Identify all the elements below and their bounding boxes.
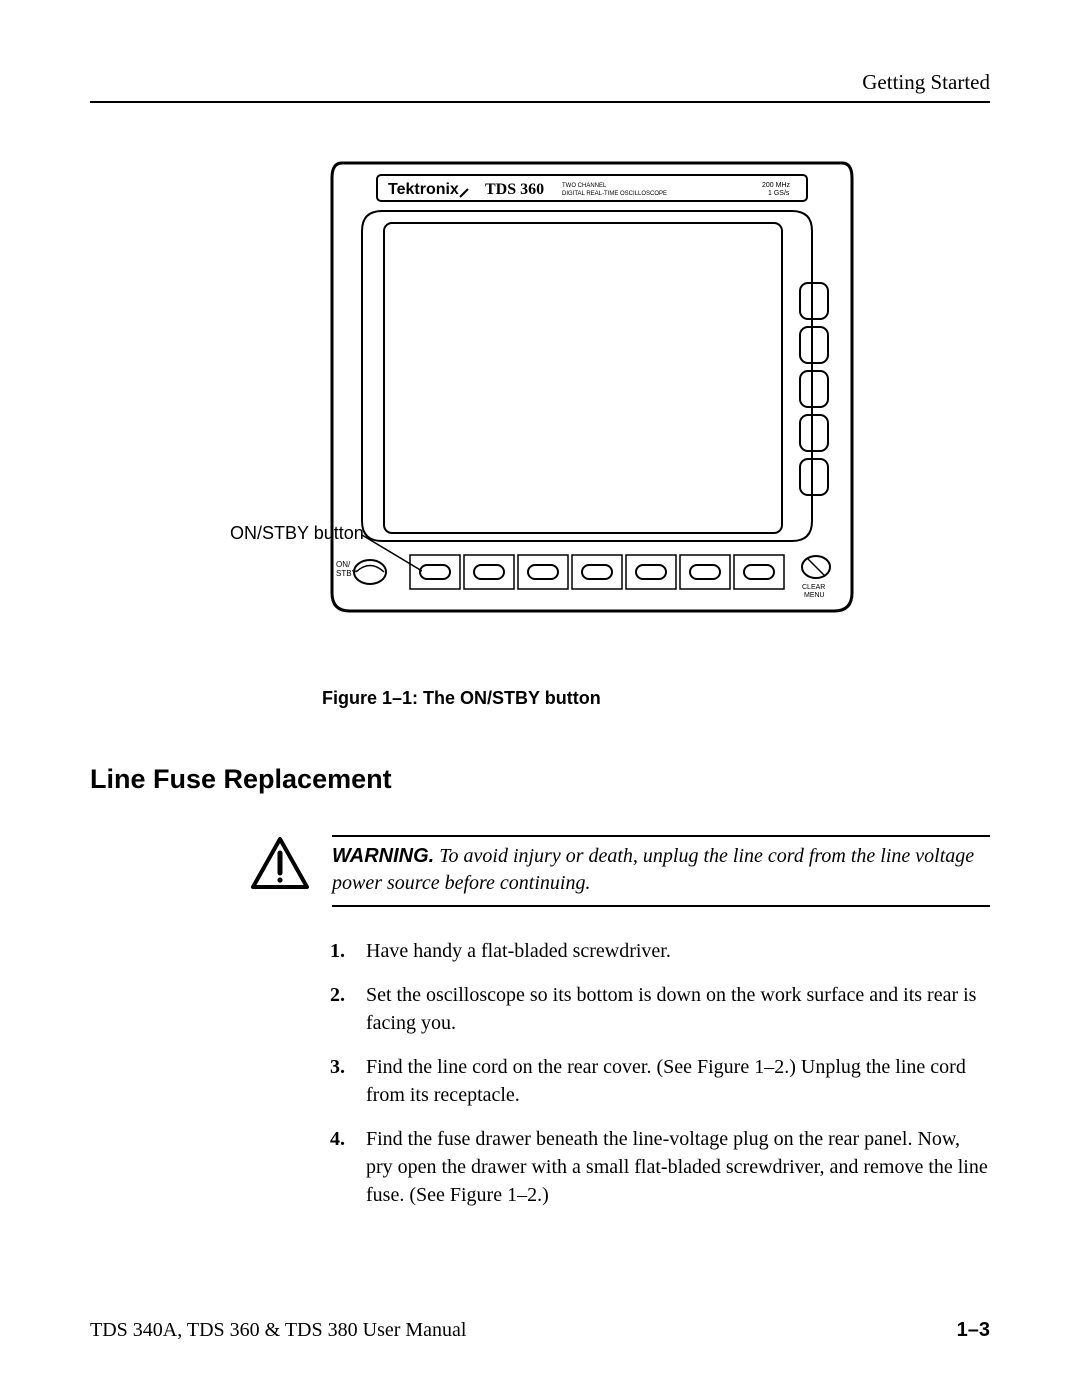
figure-1-1: ON/STBY button Tektronix TDS 360 TWO CHA… <box>90 153 990 673</box>
spec1: 200 MHz <box>762 182 791 189</box>
spec2: 1 GS/s <box>768 190 790 197</box>
step-2: 2. Set the oscilloscope so its bottom is… <box>330 981 990 1037</box>
warning-label: WARNING. <box>332 845 434 867</box>
side-button-1 <box>800 283 828 319</box>
figure-caption: Figure 1–1: The ON/STBY button <box>322 688 990 709</box>
subtitle1: TWO CHANNEL <box>562 183 607 189</box>
side-button-2 <box>800 327 828 363</box>
step-number: 2. <box>330 981 354 1037</box>
oscilloscope-diagram: Tektronix TDS 360 TWO CHANNEL DIGITAL RE… <box>322 153 862 623</box>
warning-text: WARNING. To avoid injury or death, unplu… <box>332 835 990 907</box>
warning-icon <box>250 837 310 891</box>
procedure-steps: 1. Have handy a flat-bladed screwdriver.… <box>330 937 990 1209</box>
subtitle2: DIGITAL REAL-TIME OSCILLOSCOPE <box>562 191 667 197</box>
running-head: Getting Started <box>90 70 990 95</box>
page: Getting Started ON/STBY button Tektronix… <box>0 0 1080 1397</box>
svg-text:ON/: ON/ <box>336 560 351 569</box>
page-footer: TDS 340A, TDS 360 & TDS 380 User Manual … <box>90 1319 990 1342</box>
step-number: 1. <box>330 937 354 965</box>
step-number: 4. <box>330 1125 354 1209</box>
section-heading: Line Fuse Replacement <box>90 764 990 795</box>
onstby-button: ON/ STBY <box>336 560 386 584</box>
side-button-4 <box>800 415 828 451</box>
step-text: Find the line cord on the rear cover. (S… <box>366 1053 990 1109</box>
bottom-button-row <box>410 555 784 589</box>
side-button-5 <box>800 459 828 495</box>
step-3: 3. Find the line cord on the rear cover.… <box>330 1053 990 1109</box>
step-number: 3. <box>330 1053 354 1109</box>
svg-text:MENU: MENU <box>804 592 825 599</box>
footer-manual-title: TDS 340A, TDS 360 & TDS 380 User Manual <box>90 1319 466 1342</box>
step-text: Find the fuse drawer beneath the line-vo… <box>366 1125 990 1209</box>
step-text: Set the oscilloscope so its bottom is do… <box>366 981 990 1037</box>
step-1: 1. Have handy a flat-bladed screwdriver. <box>330 937 990 965</box>
footer-page-number: 1–3 <box>957 1319 990 1342</box>
brand-text: Tektronix <box>388 181 459 198</box>
clear-menu-button: CLEAR MENU <box>802 556 830 599</box>
warning-block: WARNING. To avoid injury or death, unplu… <box>250 835 990 907</box>
step-text: Have handy a flat-bladed screwdriver. <box>366 937 990 965</box>
step-4: 4. Find the fuse drawer beneath the line… <box>330 1125 990 1209</box>
header-rule <box>90 101 990 103</box>
svg-text:CLEAR: CLEAR <box>802 584 825 591</box>
side-button-3 <box>800 371 828 407</box>
model-text: TDS 360 <box>485 181 544 198</box>
